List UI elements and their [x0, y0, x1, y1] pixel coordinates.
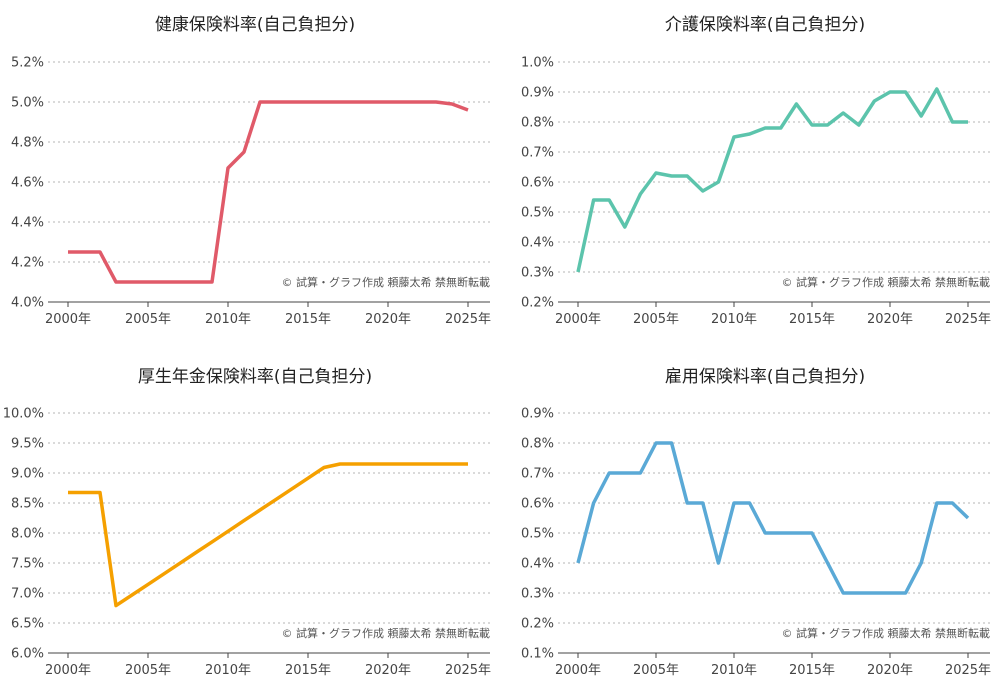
y-tick-label: 0.9%: [521, 407, 554, 422]
x-tick-label: 2020年: [867, 663, 913, 678]
y-tick-label: 8.5%: [11, 497, 44, 512]
y-tick-label: 4.4%: [11, 216, 44, 231]
x-tick-label: 2010年: [205, 312, 251, 327]
y-tick-label: 0.8%: [521, 116, 554, 131]
y-tick-label: 0.5%: [521, 206, 554, 221]
x-tick-label: 2000年: [555, 312, 601, 327]
y-tick-label: 0.6%: [521, 176, 554, 191]
x-tick-label: 2015年: [285, 312, 331, 327]
y-tick-label: 6.5%: [11, 617, 44, 632]
x-tick-label: 2005年: [125, 663, 171, 678]
chart-title: 厚生年金保険料率(自己負担分): [138, 367, 372, 387]
y-tick-label: 0.4%: [521, 557, 554, 572]
chart-title: 雇用保険料率(自己負担分): [665, 367, 865, 387]
y-tick-label: 4.0%: [11, 296, 44, 311]
x-tick-label: 2005年: [633, 663, 679, 678]
y-tick-label: 0.6%: [521, 497, 554, 512]
chart-title: 介護保険料率(自己負担分): [665, 15, 865, 35]
y-tick-label: 4.8%: [11, 136, 44, 151]
credit-text: © 試算・グラフ作成 頼藤太希 禁無断転載: [782, 275, 991, 289]
y-tick-label: 0.7%: [521, 146, 554, 161]
x-tick-label: 2025年: [945, 663, 991, 678]
x-tick-label: 2015年: [789, 312, 835, 327]
credit-text: © 試算・グラフ作成 頼藤太希 禁無断転載: [282, 626, 491, 640]
y-tick-label: 0.7%: [521, 467, 554, 482]
x-tick-label: 2000年: [555, 663, 601, 678]
x-tick-label: 2020年: [365, 312, 411, 327]
y-tick-label: 4.6%: [11, 176, 44, 191]
x-tick-label: 2000年: [45, 663, 91, 678]
x-tick-label: 2025年: [945, 312, 991, 327]
x-tick-label: 2015年: [285, 663, 331, 678]
series-line-health: [68, 100, 469, 284]
chart-health: 健康保険料率(自己負担分) 4.0% 4.2% 4.4% 4.6% 4.8% 5.0% 5.2…: [11, 15, 491, 327]
y-tick-label: 1.0%: [521, 56, 554, 71]
x-tick-label: 2005年: [125, 312, 171, 327]
y-tick-label: 0.3%: [521, 587, 554, 602]
series-line-nursing: [576, 87, 968, 273]
y-tick-label: 0.9%: [521, 86, 554, 101]
x-tick-label: 2020年: [365, 663, 411, 678]
y-tick-label: 0.5%: [521, 527, 554, 542]
x-tick-label: 2010年: [711, 312, 757, 327]
x-tick-label: 2020年: [867, 312, 913, 327]
y-tick-label: 9.0%: [11, 467, 44, 482]
y-tick-label: 8.0%: [11, 527, 44, 542]
y-tick-label: 0.8%: [521, 437, 554, 452]
y-tick-label: 7.0%: [11, 587, 44, 602]
y-tick-label: 0.4%: [521, 236, 554, 251]
y-tick-label: 5.0%: [11, 96, 44, 111]
y-tick-label: 0.2%: [521, 617, 554, 632]
x-tick-label: 2025年: [445, 312, 491, 327]
series-line-employment: [576, 441, 970, 595]
chart-pension: 厚生年金保険料率(自己負担分) 6.0% 6.5% 7.0% 7.5% 8.0% 8.5% 9…: [3, 367, 491, 678]
y-tick-label: 0.1%: [521, 647, 554, 662]
chart-employment: 雇用保険料率(自己負担分) 0.1% 0.2% 0.3% 0.4% 0.5% 0.6% 0.7…: [521, 367, 991, 678]
x-tick-label: 2025年: [445, 663, 491, 678]
x-tick-label: 2010年: [711, 663, 757, 678]
y-tick-label: 10.0%: [3, 407, 44, 422]
y-tick-label: 6.0%: [11, 647, 44, 662]
y-tick-label: 0.2%: [521, 296, 554, 311]
y-tick-label: 9.5%: [11, 437, 44, 452]
y-tick-label: 0.3%: [521, 266, 554, 281]
x-tick-label: 2010年: [205, 663, 251, 678]
y-tick-label: 4.2%: [11, 256, 44, 271]
y-tick-label: 7.5%: [11, 557, 44, 572]
y-tick-label: 5.2%: [11, 56, 44, 71]
credit-text: © 試算・グラフ作成 頼藤太希 禁無断転載: [782, 626, 991, 640]
series-line-pension: [68, 462, 468, 608]
x-tick-label: 2000年: [45, 312, 91, 327]
credit-text: © 試算・グラフ作成 頼藤太希 禁無断転載: [282, 275, 491, 289]
chart-nursing: 介護保険料率(自己負担分) 0.2% 0.3% 0.4% 0.5% 0.6% 0.7% 0.8…: [521, 15, 991, 327]
x-tick-label: 2005年: [633, 312, 679, 327]
x-tick-label: 2015年: [789, 663, 835, 678]
chart-title: 健康保険料率(自己負担分): [155, 15, 355, 35]
